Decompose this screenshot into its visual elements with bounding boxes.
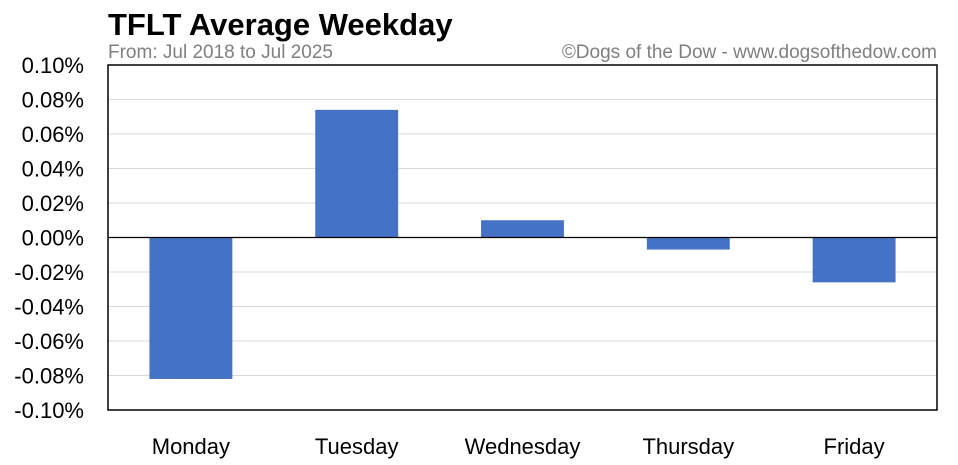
y-tick-label: -0.02%: [14, 260, 84, 285]
bar-monday: [149, 237, 233, 379]
x-category-label: Monday: [152, 434, 230, 459]
y-tick-label: -0.04%: [14, 295, 84, 320]
bar-thursday: [646, 237, 730, 250]
bar-tuesday: [315, 109, 399, 238]
chart-subtitle: From: Jul 2018 to Jul 2025: [108, 42, 333, 63]
x-category-label: Thursday: [642, 434, 734, 459]
y-tick-label: 0.04%: [22, 157, 84, 182]
x-axis-categories: Monday Tuesday Wednesday Thursday Friday: [152, 434, 885, 459]
y-tick-label: 0.02%: [22, 191, 84, 216]
y-tick-label: -0.06%: [14, 329, 84, 354]
y-tick-label: 0.08%: [22, 88, 84, 113]
gridlines: [108, 99, 937, 376]
y-tick-label: 0.10%: [22, 53, 84, 78]
bar-friday: [812, 237, 896, 283]
plot-frame: [107, 64, 938, 411]
y-tick-label: 0.00%: [22, 226, 84, 251]
x-category-label: Friday: [824, 434, 885, 459]
x-category-label: Tuesday: [315, 434, 399, 459]
bars: [149, 109, 896, 379]
y-tick-label: -0.08%: [14, 364, 84, 389]
chart-credit: ©Dogs of the Dow - www.dogsofthedow.com: [562, 42, 937, 63]
y-axis-ticks: 0.10% 0.08% 0.06% 0.04% 0.02% 0.00% -0.02% -0.0…: [14, 53, 84, 423]
x-category-label: Wednesday: [465, 434, 581, 459]
chart-title: TFLT Average Weekday: [108, 7, 453, 42]
y-tick-label: 0.06%: [22, 122, 84, 147]
bar-wednesday: [481, 220, 564, 238]
y-tick-label: -0.10%: [14, 398, 84, 423]
